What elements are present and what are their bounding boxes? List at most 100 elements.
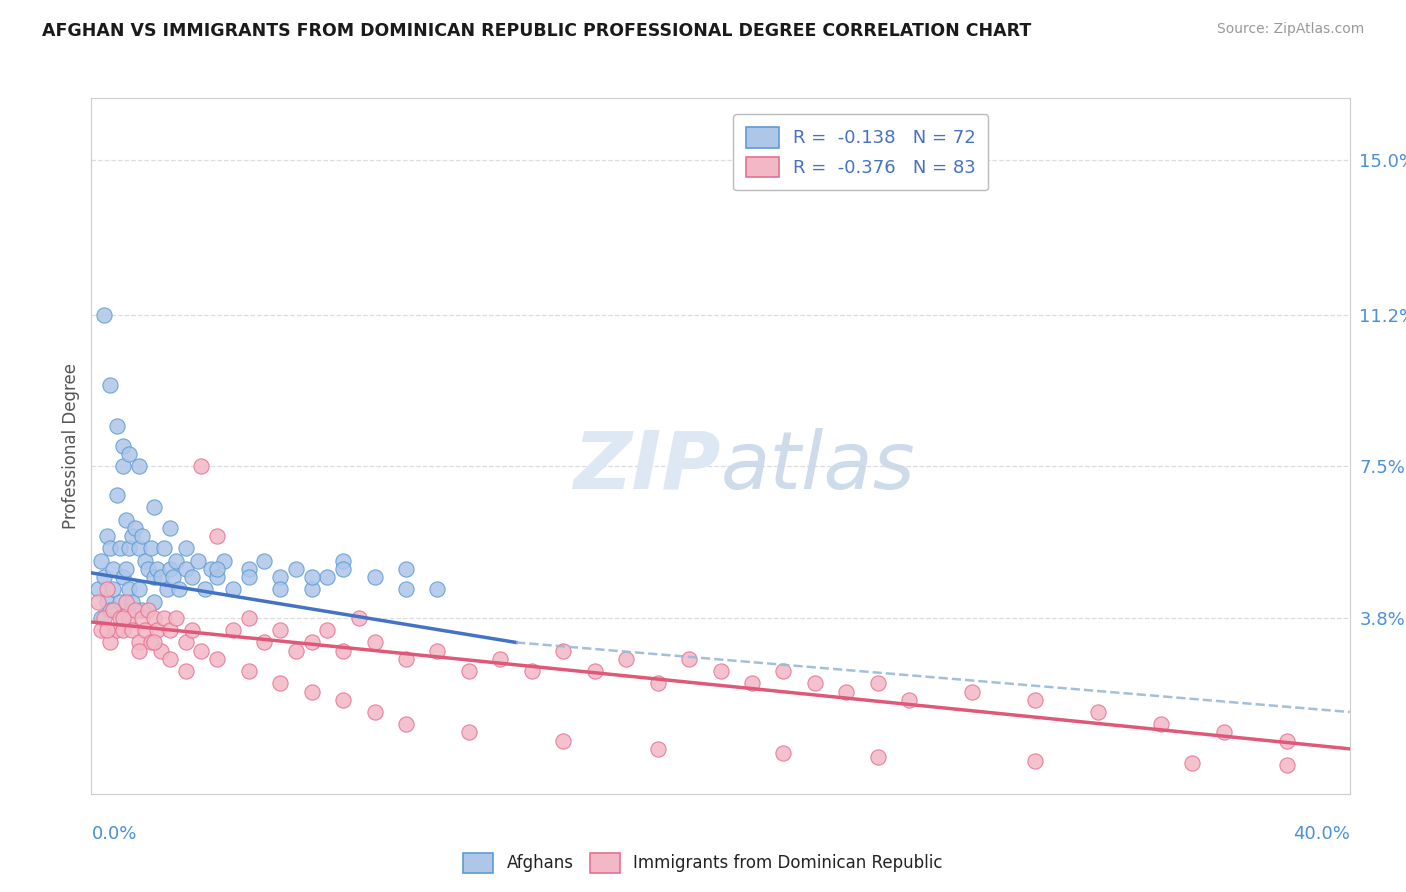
Point xyxy=(115,562,138,576)
Point xyxy=(128,635,150,649)
Point xyxy=(1024,754,1046,768)
Point xyxy=(111,623,134,637)
Point xyxy=(332,562,354,576)
Point xyxy=(98,377,121,392)
Point xyxy=(190,643,212,657)
Point xyxy=(269,570,291,584)
Point xyxy=(238,570,260,584)
Point xyxy=(93,570,115,584)
Text: 40.0%: 40.0% xyxy=(1294,825,1350,843)
Point xyxy=(205,570,228,584)
Point xyxy=(93,611,115,625)
Point xyxy=(269,582,291,597)
Point xyxy=(118,447,141,461)
Point xyxy=(128,643,150,657)
Point xyxy=(553,733,575,747)
Point xyxy=(111,439,134,453)
Text: 0.0%: 0.0% xyxy=(91,825,136,843)
Point xyxy=(86,594,108,608)
Point xyxy=(238,664,260,678)
Point xyxy=(520,664,543,678)
Point xyxy=(90,623,112,637)
Point xyxy=(124,521,146,535)
Point xyxy=(111,459,134,474)
Point xyxy=(181,570,204,584)
Point xyxy=(269,676,291,690)
Point xyxy=(165,611,187,625)
Point xyxy=(772,746,794,760)
Point xyxy=(553,643,575,657)
Point xyxy=(121,594,143,608)
Point xyxy=(174,635,197,649)
Point xyxy=(614,652,637,666)
Y-axis label: Professional Degree: Professional Degree xyxy=(62,363,80,529)
Point xyxy=(143,570,166,584)
Point xyxy=(1275,733,1298,747)
Point xyxy=(194,582,217,597)
Point xyxy=(169,582,191,597)
Point xyxy=(143,500,166,515)
Point xyxy=(301,582,323,597)
Point xyxy=(165,553,187,567)
Point xyxy=(395,717,418,731)
Point xyxy=(103,582,125,597)
Point xyxy=(363,705,385,719)
Point xyxy=(96,529,118,543)
Point xyxy=(143,611,166,625)
Point xyxy=(301,570,323,584)
Point xyxy=(1024,692,1046,706)
Point xyxy=(90,611,112,625)
Point xyxy=(1087,705,1109,719)
Point xyxy=(136,562,159,576)
Point xyxy=(395,582,418,597)
Point xyxy=(200,562,222,576)
Legend: R =  -0.138   N = 72, R =  -0.376   N = 83: R = -0.138 N = 72, R = -0.376 N = 83 xyxy=(734,114,988,190)
Point xyxy=(181,623,204,637)
Point xyxy=(174,562,197,576)
Point xyxy=(121,623,143,637)
Point xyxy=(124,603,146,617)
Point xyxy=(103,562,125,576)
Point xyxy=(316,570,339,584)
Text: Source: ZipAtlas.com: Source: ZipAtlas.com xyxy=(1216,22,1364,37)
Point xyxy=(159,623,181,637)
Point xyxy=(457,664,479,678)
Point xyxy=(187,553,209,567)
Point xyxy=(253,553,276,567)
Point xyxy=(105,418,128,433)
Point xyxy=(86,582,108,597)
Point xyxy=(426,643,449,657)
Point xyxy=(269,623,291,637)
Point xyxy=(108,611,131,625)
Point xyxy=(108,541,131,556)
Point xyxy=(301,684,323,698)
Point xyxy=(205,652,228,666)
Text: AFGHAN VS IMMIGRANTS FROM DOMINICAN REPUBLIC PROFESSIONAL DEGREE CORRELATION CHA: AFGHAN VS IMMIGRANTS FROM DOMINICAN REPU… xyxy=(42,22,1032,40)
Point xyxy=(115,513,138,527)
Point xyxy=(332,692,354,706)
Point xyxy=(363,570,385,584)
Point xyxy=(159,521,181,535)
Point xyxy=(131,603,153,617)
Point xyxy=(395,562,418,576)
Point xyxy=(1275,758,1298,772)
Point xyxy=(146,562,169,576)
Point xyxy=(156,582,179,597)
Point xyxy=(253,635,276,649)
Point xyxy=(118,582,141,597)
Point xyxy=(111,570,134,584)
Point xyxy=(332,553,354,567)
Point xyxy=(866,750,889,764)
Point xyxy=(115,594,138,608)
Point xyxy=(121,529,143,543)
Point xyxy=(98,603,121,617)
Point xyxy=(284,562,307,576)
Point xyxy=(174,664,197,678)
Point xyxy=(489,652,512,666)
Point xyxy=(583,664,606,678)
Point xyxy=(238,611,260,625)
Point xyxy=(149,570,172,584)
Point xyxy=(128,459,150,474)
Point xyxy=(111,611,134,625)
Point xyxy=(162,570,184,584)
